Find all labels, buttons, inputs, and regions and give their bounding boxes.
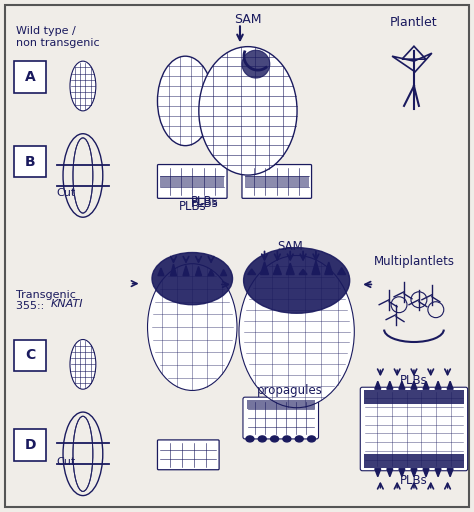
Bar [14,429,46,461]
Polygon shape [273,264,282,274]
Ellipse shape [295,436,303,442]
Polygon shape [411,469,417,477]
Polygon shape [299,269,307,274]
Polygon shape [312,261,320,274]
FancyBboxPatch shape [157,164,227,198]
FancyBboxPatch shape [157,440,219,470]
Text: PLBs: PLBs [400,374,428,387]
Polygon shape [375,469,381,477]
Ellipse shape [308,436,316,442]
Polygon shape [447,469,453,477]
Text: propagules: propagules [257,384,323,397]
Polygon shape [220,270,227,275]
Bar [364,454,464,468]
Text: D: D [25,438,36,452]
Polygon shape [208,270,214,275]
Polygon shape [158,268,164,275]
Bar [161,176,224,187]
Ellipse shape [199,47,297,175]
Polygon shape [171,264,176,275]
Ellipse shape [157,56,213,145]
Text: KNATI: KNATI [51,298,83,309]
Text: Cut: Cut [56,188,75,198]
Polygon shape [261,262,268,274]
Polygon shape [435,469,441,477]
Ellipse shape [70,339,96,389]
Text: PLBs: PLBs [178,200,206,214]
Text: B: B [25,155,36,168]
Text: Multiplantlets: Multiplantlets [374,255,455,268]
Ellipse shape [244,248,350,313]
Bar [245,176,309,187]
Text: Cut: Cut [56,457,75,467]
Text: PLBs: PLBs [191,197,219,210]
Bar [364,390,464,404]
Polygon shape [196,267,201,275]
Polygon shape [286,263,294,274]
Ellipse shape [70,61,96,111]
FancyBboxPatch shape [242,164,311,198]
Text: SAM: SAM [277,240,302,253]
Ellipse shape [239,255,354,408]
Text: Plantlet: Plantlet [390,16,438,29]
Text: Transgenic
355::: Transgenic 355:: [16,290,76,311]
Text: A: A [25,70,36,84]
Polygon shape [387,381,393,389]
Polygon shape [447,381,453,389]
Bar [14,145,46,178]
Text: PLBs: PLBs [400,474,428,487]
Ellipse shape [246,436,254,442]
Polygon shape [399,381,405,389]
Ellipse shape [283,436,291,442]
Ellipse shape [258,436,266,442]
Ellipse shape [271,436,279,442]
Text: C: C [25,348,36,362]
FancyBboxPatch shape [360,387,468,471]
Bar [14,339,46,371]
Ellipse shape [242,50,270,78]
Text: Wild type /
non transgenic: Wild type / non transgenic [16,26,100,48]
Polygon shape [183,266,189,275]
Text: SAM: SAM [234,13,262,27]
Bar [247,400,315,409]
Polygon shape [435,381,441,389]
Polygon shape [248,269,255,274]
Polygon shape [337,268,346,274]
Polygon shape [411,381,417,389]
FancyBboxPatch shape [243,397,319,439]
Bar [14,61,46,93]
Polygon shape [423,469,429,477]
Polygon shape [387,469,393,477]
Polygon shape [399,469,405,477]
Polygon shape [423,381,429,389]
Ellipse shape [152,252,233,305]
Polygon shape [325,262,333,274]
Polygon shape [375,381,381,389]
Ellipse shape [147,264,237,391]
Text: PLBs: PLBs [191,196,219,208]
